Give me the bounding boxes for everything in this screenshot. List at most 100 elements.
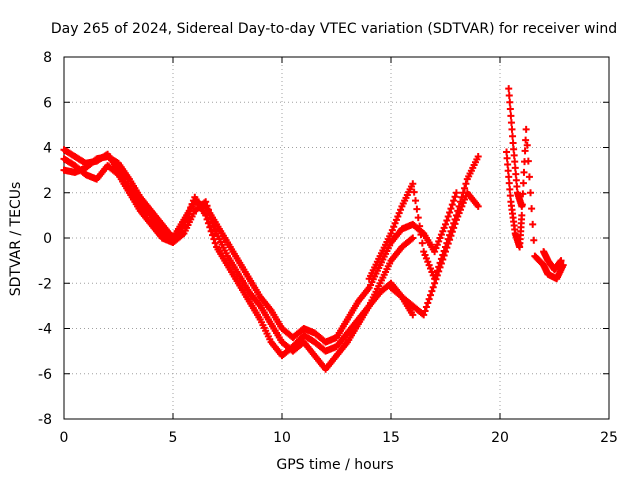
x-axis-label: GPS time / hours: [276, 457, 393, 473]
data-point: [507, 119, 515, 127]
data-point: [439, 255, 447, 263]
data-point: [447, 232, 455, 240]
data-point: [420, 311, 428, 319]
data-point: [443, 244, 451, 252]
data-point: [409, 180, 417, 188]
y-tick-label: -8: [38, 412, 52, 428]
data-point: [511, 164, 519, 172]
y-tick-label: -4: [38, 322, 52, 338]
x-tick-label: 15: [382, 430, 400, 446]
data-point: [412, 197, 420, 205]
data-point: [442, 220, 449, 228]
data-point: [506, 105, 514, 113]
data-point: [474, 202, 482, 210]
series-trace-d: [365, 153, 482, 283]
data-point: [207, 227, 215, 235]
data-point: [413, 205, 421, 213]
data-point: [505, 179, 513, 187]
data-point: [417, 231, 425, 239]
data-point: [518, 211, 526, 219]
chart-title: Day 265 of 2024, Sidereal Day-to-day VTE…: [51, 21, 617, 37]
data-point: [432, 275, 440, 283]
data-point: [525, 173, 533, 181]
data-point: [510, 145, 518, 153]
data-point: [203, 215, 211, 223]
data-point: [421, 307, 429, 315]
data-point: [530, 236, 538, 244]
data-point: [503, 154, 511, 162]
x-tick-label: 0: [60, 430, 69, 446]
data-point: [448, 228, 456, 236]
data-point: [209, 231, 217, 239]
data-point: [506, 185, 514, 193]
data-point: [474, 153, 482, 161]
y-axis-label: SDTVAR / TECUs: [8, 182, 24, 297]
data-point: [437, 259, 445, 267]
data-point: [521, 147, 529, 155]
data-point: [443, 216, 451, 224]
data-point: [442, 248, 449, 256]
data-point: [431, 279, 439, 287]
data-point: [418, 239, 426, 247]
grid-lines: [64, 57, 609, 419]
data-point: [444, 240, 452, 248]
y-tick-label: -6: [38, 367, 52, 383]
data-point: [513, 183, 521, 191]
data-point: [446, 209, 454, 217]
data-point: [436, 263, 444, 271]
data-point: [512, 170, 520, 178]
x-tick-label: 10: [273, 430, 291, 446]
data-point: [414, 214, 422, 222]
data-point: [447, 205, 455, 213]
data-point: [448, 201, 456, 209]
data-point: [416, 222, 424, 230]
data-point: [529, 220, 537, 228]
data-point: [504, 160, 512, 168]
data-point: [527, 189, 535, 197]
data-point: [446, 236, 454, 244]
x-tick-label: 20: [491, 430, 509, 446]
data-point: [509, 132, 517, 140]
data-point: [505, 85, 513, 93]
data-point: [509, 139, 517, 147]
y-tick-label: 2: [43, 186, 52, 202]
data-point: [440, 252, 448, 260]
data-point: [503, 148, 511, 156]
data-point: [427, 291, 435, 299]
axis-ticks: 0 5 10 15 20 25 -8 -6 -4 -2 0 2 4 6 8: [38, 50, 618, 446]
y-tick-label: 8: [43, 50, 52, 66]
data-point: [425, 295, 433, 303]
data-point: [519, 179, 527, 187]
y-tick-label: -2: [38, 276, 52, 292]
data-point: [451, 193, 459, 201]
y-tick-label: 4: [43, 141, 52, 157]
data-point: [522, 125, 530, 133]
data-point: [433, 271, 441, 279]
data-point: [410, 188, 418, 196]
data-point: [409, 234, 417, 242]
data-point: [409, 311, 417, 319]
data-point: [511, 158, 519, 166]
data-point: [461, 184, 469, 192]
data-point: [518, 202, 526, 210]
series-trace-f: [503, 125, 567, 283]
series-trace-g: [505, 85, 565, 274]
x-tick-label: 25: [600, 430, 618, 446]
data-point: [557, 257, 565, 265]
data-point: [506, 192, 514, 200]
data-point: [428, 287, 436, 295]
series-trace-c: [60, 153, 460, 346]
data-point: [452, 189, 460, 197]
data-point: [510, 151, 518, 159]
data-point: [424, 299, 432, 307]
data-point: [444, 213, 452, 221]
data-point: [451, 220, 459, 228]
data-point: [523, 141, 531, 149]
data-point: [524, 157, 532, 165]
data-point: [204, 219, 212, 227]
y-tick-label: 6: [43, 95, 52, 111]
data-point: [206, 223, 214, 231]
data-point: [520, 168, 528, 176]
data-point: [429, 283, 437, 291]
